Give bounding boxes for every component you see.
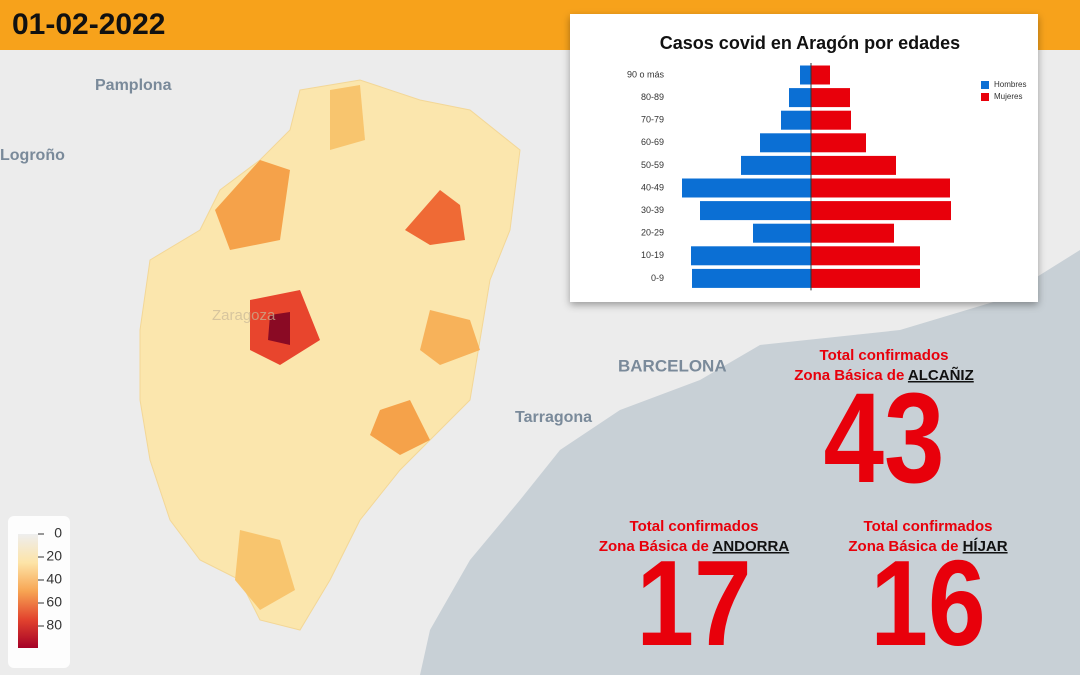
place-label: Tarragona	[515, 409, 592, 426]
zone-prefix: Zona Básica de	[848, 538, 958, 555]
zone-prefix: Zona Básica de	[599, 538, 709, 555]
zone-name: ALCAÑIZ	[908, 366, 974, 384]
y-tick-label: 50-59	[641, 160, 664, 170]
bar	[692, 268, 811, 288]
colorbar	[18, 534, 38, 648]
zone	[235, 530, 295, 610]
y-tick-label: 70-79	[641, 115, 664, 125]
zone	[405, 190, 465, 245]
stat-value: 43	[823, 367, 944, 510]
bar	[811, 201, 951, 221]
colorbar-tick-label: 20	[46, 548, 62, 564]
sea	[420, 250, 1080, 675]
stat-label: Total confirmados	[820, 347, 949, 364]
date: 01-02-2022	[12, 8, 165, 41]
bar	[811, 155, 896, 175]
bar	[800, 65, 811, 85]
bar	[700, 201, 811, 221]
stat-value: 17	[636, 535, 751, 671]
zone	[215, 160, 290, 250]
colorbar-tick-label: 40	[46, 571, 62, 587]
y-tick-label: 10-19	[641, 250, 664, 260]
y-tick-label: 20-29	[641, 228, 664, 238]
colorbar-tick-label: 60	[46, 594, 62, 610]
zone	[330, 85, 365, 150]
stat-zone: Zona Básica de HÍJAR	[848, 538, 1007, 555]
bar	[811, 246, 920, 266]
place-label: Pamplona	[95, 77, 172, 94]
place-label: Logroño	[0, 147, 65, 164]
bar	[741, 155, 811, 175]
legend-swatch	[981, 93, 989, 101]
zone-name: HÍJAR	[963, 538, 1008, 555]
stat-label: Total confirmados	[864, 518, 993, 535]
y-tick-label: 30-39	[641, 205, 664, 215]
bar	[811, 268, 920, 288]
y-tick-label: 0-9	[651, 273, 664, 283]
stat-zone: Zona Básica de ALCAÑIZ	[794, 366, 974, 384]
bar	[691, 246, 811, 266]
zone-name: ANDORRA	[713, 538, 790, 555]
legend-label: Hombres	[994, 80, 1026, 89]
bar	[811, 88, 850, 108]
bar	[781, 110, 811, 130]
bar	[811, 178, 950, 198]
legend-swatch	[981, 81, 989, 89]
zone-prefix: Zona Básica de	[794, 367, 904, 384]
place-label: Zaragoza	[212, 307, 276, 324]
bar	[753, 223, 811, 243]
colorbar-tick-label: 0	[54, 525, 62, 541]
bar	[760, 133, 811, 153]
bar	[811, 110, 851, 130]
y-tick-label: 60-69	[641, 137, 664, 147]
y-tick-label: 80-89	[641, 92, 664, 102]
stat-zone: Zona Básica de ANDORRA	[599, 538, 790, 555]
stat-value: 16	[870, 535, 985, 671]
y-tick-label: 90 o más	[627, 69, 665, 79]
bar	[811, 65, 830, 85]
bar	[682, 178, 811, 198]
zone	[370, 400, 430, 455]
zone	[420, 310, 480, 365]
bar	[811, 133, 866, 153]
bar	[789, 88, 811, 108]
colorbar-tick-label: 80	[46, 617, 62, 633]
chart-title: Casos covid en Aragón por edades	[660, 33, 960, 53]
stat-label: Total confirmados	[630, 518, 759, 535]
place-label: BARCELONA	[618, 356, 727, 375]
zone	[268, 312, 290, 345]
bar	[811, 223, 894, 243]
y-tick-label: 40-49	[641, 182, 664, 192]
legend-label: Mujeres	[994, 92, 1022, 101]
